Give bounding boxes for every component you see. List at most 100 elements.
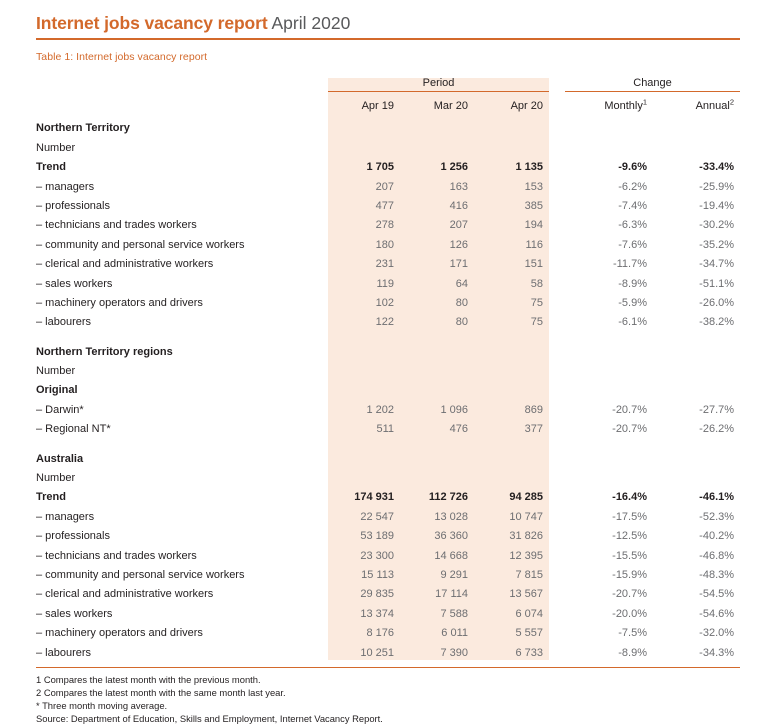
blank-cell (565, 115, 653, 134)
row-label: – labourers (36, 316, 92, 329)
blank-cell (653, 358, 740, 377)
cell-mar20: 17 114 (435, 588, 468, 601)
cell-apr20: 58 (530, 277, 544, 290)
table-row: – clerical and administrative workers 23… (36, 251, 740, 270)
table-row: – sales workers 13 374 7 588 6 074 -20.0… (36, 600, 740, 620)
section-unit-row: Number (36, 465, 740, 484)
cell-annual: -48.3% (699, 568, 735, 581)
blank-cell (565, 465, 653, 484)
cell-annual: -54.5% (699, 588, 735, 601)
cell-mar20: 7 588 (440, 607, 468, 620)
cell-mar20: 7 390 (440, 646, 468, 659)
blank-cell (653, 445, 740, 464)
blank-cell (549, 309, 565, 328)
row-label-trend: Trend (36, 491, 66, 504)
blank-cell (400, 445, 474, 464)
blank-cell (549, 445, 565, 464)
cell-apr20: 7 815 (515, 568, 544, 581)
cell-monthly: -5.9% (618, 296, 648, 309)
cell-annual: -34.7% (699, 258, 735, 271)
cell-monthly: -6.1% (618, 316, 648, 329)
blank-cell (328, 377, 400, 396)
table-head: Period Change Apr 19 Mar 20 Apr 20 Month… (36, 70, 741, 116)
cell-mar20: 80 (455, 316, 468, 329)
blank-cell (400, 465, 474, 484)
cell-annual: -26.2% (699, 423, 735, 436)
column-header-apr19: Apr 19 (361, 100, 394, 112)
cell-apr19: 8 176 (366, 627, 394, 640)
table-row: – technicians and trades workers 278 207… (36, 212, 740, 231)
column-header-annual: Annual2 (653, 92, 740, 116)
blank-cell (549, 270, 565, 289)
group-header-change: Change (565, 70, 741, 92)
cell-annual: -30.2% (699, 219, 735, 232)
column-header-annual-footnote-ref: 2 (729, 97, 735, 107)
section-spacer (36, 328, 740, 338)
cell-apr19: 207 (375, 180, 394, 193)
row-label: – sales workers (36, 607, 113, 620)
cell-apr20: 116 (525, 238, 544, 251)
blank-cell (565, 358, 653, 377)
blank-cell (400, 377, 474, 396)
blank-cell (653, 115, 740, 134)
cell-monthly: -16.4% (612, 491, 648, 504)
cell-monthly: -15.9% (612, 568, 648, 581)
row-label: – technicians and trades workers (36, 219, 197, 232)
cell-apr20: 94 285 (509, 491, 544, 504)
report-page: Internet jobs vacancy report April 2020 … (36, 13, 741, 724)
cell-monthly: -12.5% (612, 530, 648, 543)
row-label: – community and personal service workers (36, 238, 245, 251)
cell-apr19: 511 (376, 423, 394, 436)
cell-apr19: 23 300 (360, 549, 394, 562)
cell-apr20: 385 (524, 199, 544, 212)
blank-cell (328, 115, 400, 134)
blank-cell (328, 358, 400, 377)
cell-apr19: 1 202 (366, 403, 394, 416)
cell-monthly: -11.7% (612, 258, 648, 271)
cell-annual: -32.0% (699, 627, 735, 640)
blank-cell (474, 338, 549, 357)
blank-cell (328, 445, 400, 464)
row-label: – clerical and administrative workers (36, 258, 214, 271)
cell-apr20: 13 567 (509, 588, 544, 601)
blank-cell (549, 620, 565, 639)
cell-apr20: 153 (524, 180, 544, 193)
cell-annual: -51.1% (699, 277, 735, 290)
footnotes: 1 Compares the latest month with the pre… (36, 673, 740, 725)
blank-cell (565, 338, 653, 357)
cell-annual: -54.6% (699, 607, 735, 620)
row-label: – managers (36, 180, 95, 193)
row-label: – community and personal service workers (36, 568, 245, 581)
cell-annual: -33.4% (699, 161, 735, 174)
cell-apr19: 10 251 (360, 646, 394, 659)
table-row: – managers 207 163 153 -6.2% -25.9% (36, 173, 740, 193)
blank-cell (474, 134, 549, 153)
group-header-period: Period (328, 70, 550, 92)
table-row: – professionals 53 189 36 360 31 826 -12… (36, 523, 740, 542)
cell-mar20: 13 028 (434, 510, 468, 523)
table-caption: Table 1: Internet jobs vacancy report (36, 51, 208, 63)
table-row: – community and personal service workers… (36, 231, 740, 251)
cell-annual: -46.8% (699, 549, 735, 562)
section-heading-row: Northern Territory regions (36, 338, 740, 358)
blank-cell (400, 358, 474, 377)
cell-annual: -27.7% (699, 403, 735, 416)
section-heading-row: Australia (36, 445, 740, 465)
section-heading-northern-territory-regions: Northern Territory regions (36, 345, 173, 358)
cell-mar20: 476 (449, 423, 468, 436)
row-label: – professionals (36, 530, 110, 543)
cell-mar20: 64 (455, 277, 468, 290)
blank-cell (565, 377, 653, 396)
footnote-source: Source: Department of Education, Skills … (36, 713, 383, 725)
blank-cell (653, 134, 740, 153)
row-label: – sales workers (36, 277, 113, 290)
cell-apr19: 102 (375, 296, 394, 309)
cell-apr20: 75 (530, 296, 544, 309)
cell-monthly: -8.9% (618, 277, 648, 290)
blank-cell (549, 193, 565, 212)
blank-cell (653, 465, 740, 484)
table-row: Trend 1 705 1 256 1 135 -9.6% -33.4% (36, 154, 740, 173)
group-header-blank (36, 70, 328, 92)
blank-cell (549, 377, 565, 396)
cell-mar20: 36 360 (434, 530, 468, 543)
